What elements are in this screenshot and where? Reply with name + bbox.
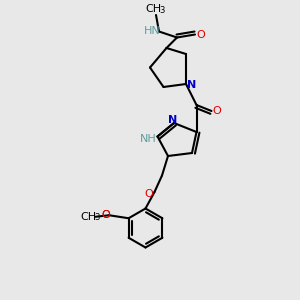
Text: O: O: [212, 106, 221, 116]
Text: O: O: [196, 29, 205, 40]
Text: 3: 3: [94, 214, 100, 223]
Text: O: O: [101, 210, 110, 220]
Text: O: O: [101, 210, 110, 220]
Text: CH: CH: [145, 4, 161, 14]
Text: CH: CH: [80, 212, 96, 222]
Text: HN: HN: [144, 26, 161, 37]
Text: 3: 3: [159, 6, 165, 15]
Text: N: N: [188, 80, 196, 91]
Text: N: N: [168, 115, 177, 125]
Text: NH: NH: [140, 134, 157, 145]
Text: O: O: [144, 189, 153, 200]
